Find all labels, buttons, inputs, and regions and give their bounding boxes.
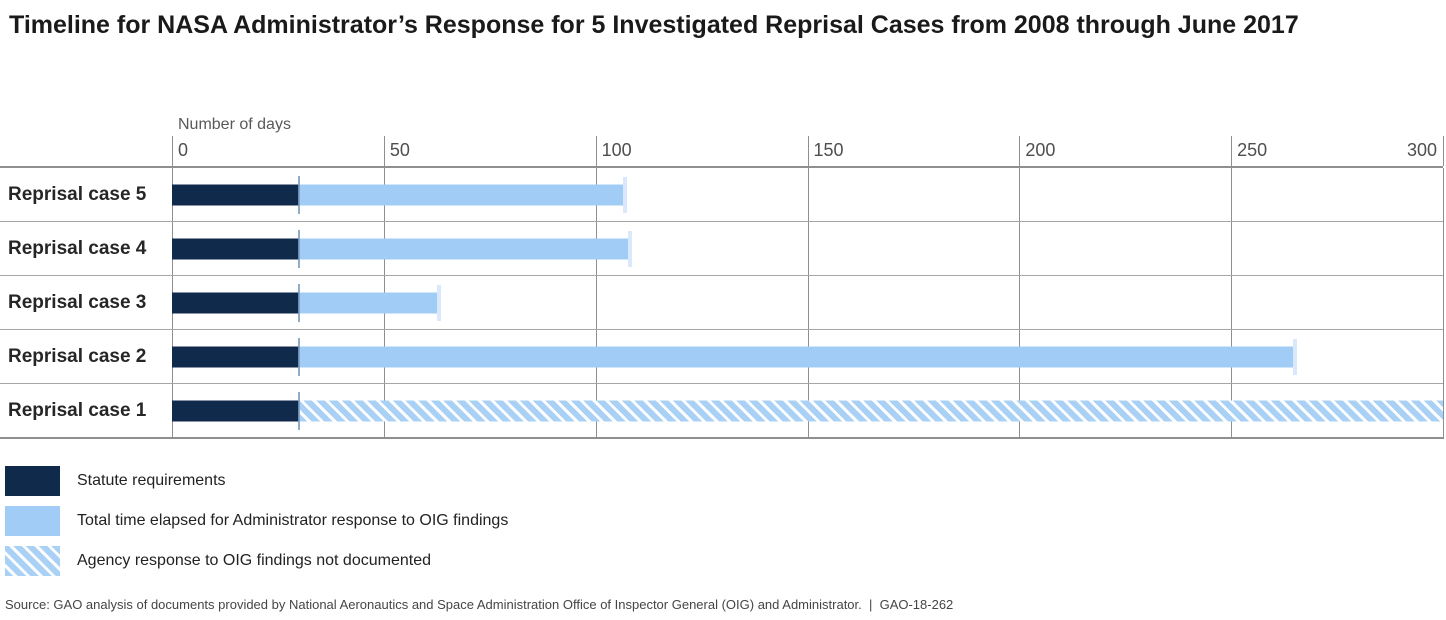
legend-label: Total time elapsed for Administrator res… [77,512,509,529]
x-tick-label: 100 [601,140,632,160]
bar-endcap [623,176,628,213]
x-tick-250: 250 [1231,136,1267,166]
reprisal-case-2-row: Reprisal case 2 [0,330,1443,384]
bar-endcap [627,230,632,267]
x-tick-label: 50 [389,140,410,160]
legend-item-elapsed: Total time elapsed for Administrator res… [5,506,508,536]
page-title: Timeline for NASA Administrator’s Respon… [9,11,1299,39]
x-axis-ticks: 0 50 100 150 200 250 300 [172,136,1444,166]
row-label: Reprisal case 1 [8,399,147,421]
statute-bar [172,184,300,205]
bar-area [172,168,1443,221]
elapsed-swatch [5,506,60,536]
x-tick-label: 200 [1025,140,1056,160]
x-tick-label: 300 [1406,140,1437,160]
x-tick-label: 0 [178,140,189,160]
x-tick-100: 100 [595,136,632,166]
x-tick-300: 300 [1407,136,1444,166]
x-tick-150: 150 [807,136,844,166]
bar-area [172,276,1443,329]
statute-swatch [5,466,60,496]
legend-item-not-documented: Agency response to OIG findings not docu… [5,546,508,576]
bar-area [172,384,1443,437]
statute-bar [172,400,300,421]
x-tick-label: 250 [1237,140,1268,160]
reprisal-case-5-row: Reprisal case 5 [0,168,1443,222]
plot-area: Reprisal case 5 Reprisal case 4 Reprisal… [0,166,1444,439]
statute-limit-tick [298,391,301,430]
bar-endcap [436,284,441,321]
elapsed-bar [299,184,626,205]
reprisal-case-4-row: Reprisal case 4 [0,222,1443,276]
statute-bar [172,238,300,259]
reprisal-case-1-row: Reprisal case 1 [0,384,1443,439]
x-tick-0: 0 [172,136,188,166]
statute-bar [172,346,300,367]
x-axis-title: Number of days [178,116,291,133]
statute-bar [172,292,300,313]
row-label: Reprisal case 5 [8,183,147,205]
x-tick-200: 200 [1019,136,1055,166]
not-documented-bar [299,400,1443,421]
bar-endcap [1292,338,1297,375]
hatched-swatch [5,546,60,576]
legend-item-statute: Statute requirements [5,466,508,496]
row-label: Reprisal case 4 [8,237,147,259]
row-label: Reprisal case 2 [8,345,147,367]
x-tick-label: 150 [813,140,844,160]
statute-limit-tick [298,283,301,322]
bar-area [172,222,1443,275]
statute-limit-tick [298,337,301,376]
legend-label: Statute requirements [77,472,226,489]
x-tick-50: 50 [383,136,410,166]
row-label: Reprisal case 3 [8,291,147,313]
source-note: Source: GAO analysis of documents provid… [5,597,954,612]
legend-label: Agency response to OIG findings not docu… [77,552,431,569]
reprisal-case-3-row: Reprisal case 3 [0,276,1443,330]
legend: Statute requirements Total time elapsed … [5,466,508,586]
gridline-300 [1443,168,1444,439]
elapsed-bar [299,292,439,313]
bar-area [172,330,1443,383]
statute-limit-tick [298,229,301,268]
elapsed-bar [299,238,630,259]
elapsed-bar [299,346,1295,367]
statute-limit-tick [298,175,301,214]
